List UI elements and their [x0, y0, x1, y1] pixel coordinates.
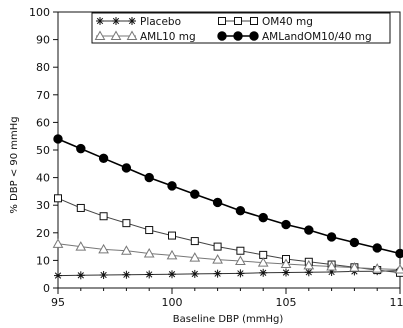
legend-marker	[112, 17, 120, 25]
data-point	[168, 270, 176, 278]
y-tick-label: 90	[36, 34, 50, 47]
legend-marker	[251, 18, 258, 25]
data-point	[282, 269, 290, 277]
data-point	[396, 249, 403, 257]
legend-label: Placebo	[140, 16, 181, 28]
legend-marker	[234, 32, 242, 40]
data-point	[213, 198, 221, 206]
legend-marker	[235, 18, 242, 25]
legend-marker	[218, 32, 226, 40]
legend-marker	[250, 32, 258, 40]
y-axis-label: % DBP < 90 mmHg	[9, 116, 20, 213]
data-point	[214, 270, 222, 278]
data-point	[350, 238, 358, 246]
y-tick-label: 100	[29, 6, 50, 19]
data-point	[191, 270, 199, 278]
x-axis: 95 100 105 110	[51, 288, 403, 309]
data-point	[54, 272, 62, 280]
legend: Placebo OM40 mg AML10 mg AMLandOM10/40 mg	[92, 13, 390, 43]
data-point	[100, 271, 108, 279]
plot-frame	[58, 12, 400, 288]
y-tick-label: 40	[36, 172, 50, 185]
series-line-0	[58, 271, 400, 276]
data-point	[54, 135, 62, 143]
data-point	[122, 164, 130, 172]
data-point	[305, 226, 313, 234]
series-line-1	[58, 198, 400, 272]
data-point	[77, 271, 85, 279]
y-tick-label: 60	[36, 116, 50, 129]
legend-label: AMLandOM10/40 mg	[262, 31, 372, 43]
y-axis: 0 10 20 30 40 50 60 70 80 90 100	[29, 6, 58, 295]
data-point	[237, 247, 244, 254]
y-tick-label: 50	[36, 144, 50, 157]
y-tick-label: 80	[36, 61, 50, 74]
data-point	[145, 173, 153, 181]
data-point	[77, 204, 84, 211]
legend-marker	[96, 17, 104, 25]
data-point	[100, 213, 107, 220]
y-tick-label: 30	[36, 199, 50, 212]
series-line-2	[58, 244, 400, 270]
x-tick-label: 100	[162, 296, 183, 309]
data-point	[191, 238, 198, 245]
data-point	[282, 220, 290, 228]
data-point	[77, 144, 85, 152]
data-point	[145, 270, 153, 278]
y-tick-label: 20	[36, 227, 50, 240]
data-point	[191, 190, 199, 198]
data-point	[259, 213, 267, 221]
data-point	[259, 269, 267, 277]
data-point	[122, 271, 130, 279]
y-tick-label: 0	[43, 282, 50, 295]
y-tick-label: 70	[36, 89, 50, 102]
x-tick-label: 105	[276, 296, 297, 309]
legend-marker	[219, 18, 226, 25]
data-point	[55, 195, 62, 202]
x-tick-label: 110	[390, 296, 403, 309]
x-axis-label: Baseline DBP (mmHg)	[173, 314, 284, 325]
series-line-3	[58, 139, 400, 254]
data-point	[169, 232, 176, 239]
data-point	[99, 154, 107, 162]
data-point	[123, 220, 130, 227]
data-point	[236, 207, 244, 215]
series-lines	[58, 139, 400, 276]
data-point	[236, 269, 244, 277]
y-tick-label: 10	[36, 254, 50, 267]
legend-marker	[128, 17, 136, 25]
data-point	[146, 227, 153, 234]
data-point	[168, 182, 176, 190]
data-point	[327, 233, 335, 241]
legend-label: OM40 mg	[262, 16, 313, 28]
series-markers	[54, 135, 403, 280]
data-point	[54, 239, 63, 247]
data-point	[373, 244, 381, 252]
data-point	[305, 268, 313, 276]
legend-label: AML10 mg	[140, 31, 196, 43]
x-tick-label: 95	[51, 296, 65, 309]
data-point	[214, 243, 221, 250]
